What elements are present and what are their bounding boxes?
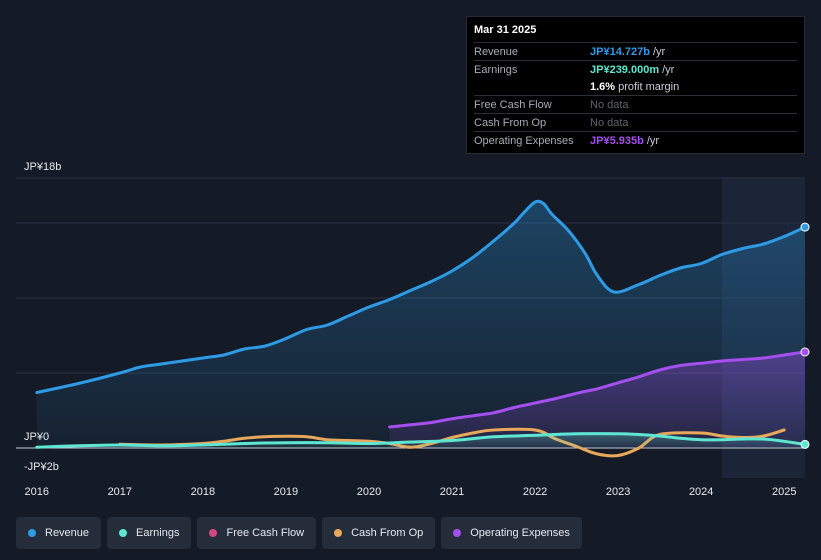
tooltip-label: Operating Expenses (474, 134, 574, 147)
operating-expenses-area (389, 352, 805, 448)
earnings-endpoint (800, 439, 810, 449)
legend-item-free-cash-flow[interactable]: Free Cash Flow (197, 517, 317, 549)
x-tick-label: 2017 (108, 486, 132, 498)
tooltip-value: JP¥14.727b (590, 45, 650, 58)
legend-item-earnings[interactable]: Earnings (107, 517, 192, 549)
operating-expenses-line (388, 350, 807, 429)
legend-label: Free Cash Flow (226, 527, 305, 539)
cash-from-op-line (118, 427, 786, 458)
tooltip-value: JP¥239.000m (590, 63, 660, 76)
x-tick-label: 2023 (606, 486, 630, 498)
tooltip-label: Revenue (474, 45, 519, 58)
legend-label: Revenue (45, 527, 90, 539)
legend-dot-icon (453, 529, 462, 537)
tooltip-label: Cash From Op (474, 116, 547, 129)
tooltip-panel: Mar 31 2025 Revenue JP¥14.727b /yr Earni… (466, 16, 805, 154)
x-tick-label: 2018 (191, 486, 215, 498)
legend-label: Earnings (136, 527, 180, 539)
tooltip-value: 1.6% (590, 80, 616, 93)
legend-item-operating-expenses[interactable]: Operating Expenses (441, 517, 582, 549)
tooltip-label: Free Cash Flow (474, 98, 552, 111)
tooltip-row-revenue: Revenue JP¥14.727b /yr (474, 42, 797, 60)
legend-item-cash-from-op[interactable]: Cash From Op (322, 517, 436, 549)
tooltip-row-cfo: Cash From Op No data (474, 113, 797, 131)
legend-label: Operating Expenses (470, 527, 570, 539)
tooltip-row-opex: Operating Expenses JP¥5.935b /yr (474, 131, 797, 149)
y-label-top: JP¥18b (24, 161, 61, 173)
tooltip-unit: /yr (646, 134, 660, 147)
revenue-line (35, 199, 807, 394)
earnings-line (35, 432, 807, 449)
x-axis: 2016 2017 2018 2019 2020 2021 2022 2023 2024 2025 (25, 486, 797, 498)
tooltip-row-margin: 1.6% profit margin (474, 78, 797, 95)
series-layer (35, 199, 810, 458)
tooltip-value: No data (590, 116, 629, 129)
tooltip-row-earnings: Earnings JP¥239.000m /yr (474, 60, 797, 78)
tooltip-label: Earnings (474, 63, 518, 76)
legend-dot-icon (209, 529, 218, 537)
y-label-bottom: -JP¥2b (24, 461, 59, 473)
tooltip-value: No data (590, 98, 629, 111)
y-label-zero: JP¥0 (24, 431, 49, 443)
legend: Revenue Earnings Free Cash Flow Cash Fro… (16, 517, 582, 549)
tooltip-value: JP¥5.935b (590, 134, 644, 147)
tooltip-unit: /yr (652, 45, 666, 58)
x-tick-label: 2020 (357, 486, 381, 498)
legend-dot-icon (334, 529, 343, 537)
tooltip-unit: /yr (662, 63, 675, 76)
revenue-endpoint (800, 222, 810, 232)
x-tick-label: 2024 (689, 486, 713, 498)
tooltip-unit: profit margin (618, 80, 680, 93)
x-tick-label: 2016 (25, 486, 49, 498)
legend-dot-icon (28, 529, 36, 537)
x-tick-label: 2019 (274, 486, 298, 498)
tooltip-date: Mar 31 2025 (474, 24, 537, 36)
operating-expenses-endpoint (800, 347, 810, 357)
x-tick-label: 2022 (523, 486, 547, 498)
tooltip-row-fcf: Free Cash Flow No data (474, 95, 797, 113)
x-tick-label: 2021 (440, 486, 464, 498)
legend-dot-icon (119, 529, 128, 537)
x-tick-label: 2025 (772, 486, 796, 498)
legend-item-revenue[interactable]: Revenue (16, 517, 102, 549)
legend-label: Cash From Op (351, 527, 424, 539)
